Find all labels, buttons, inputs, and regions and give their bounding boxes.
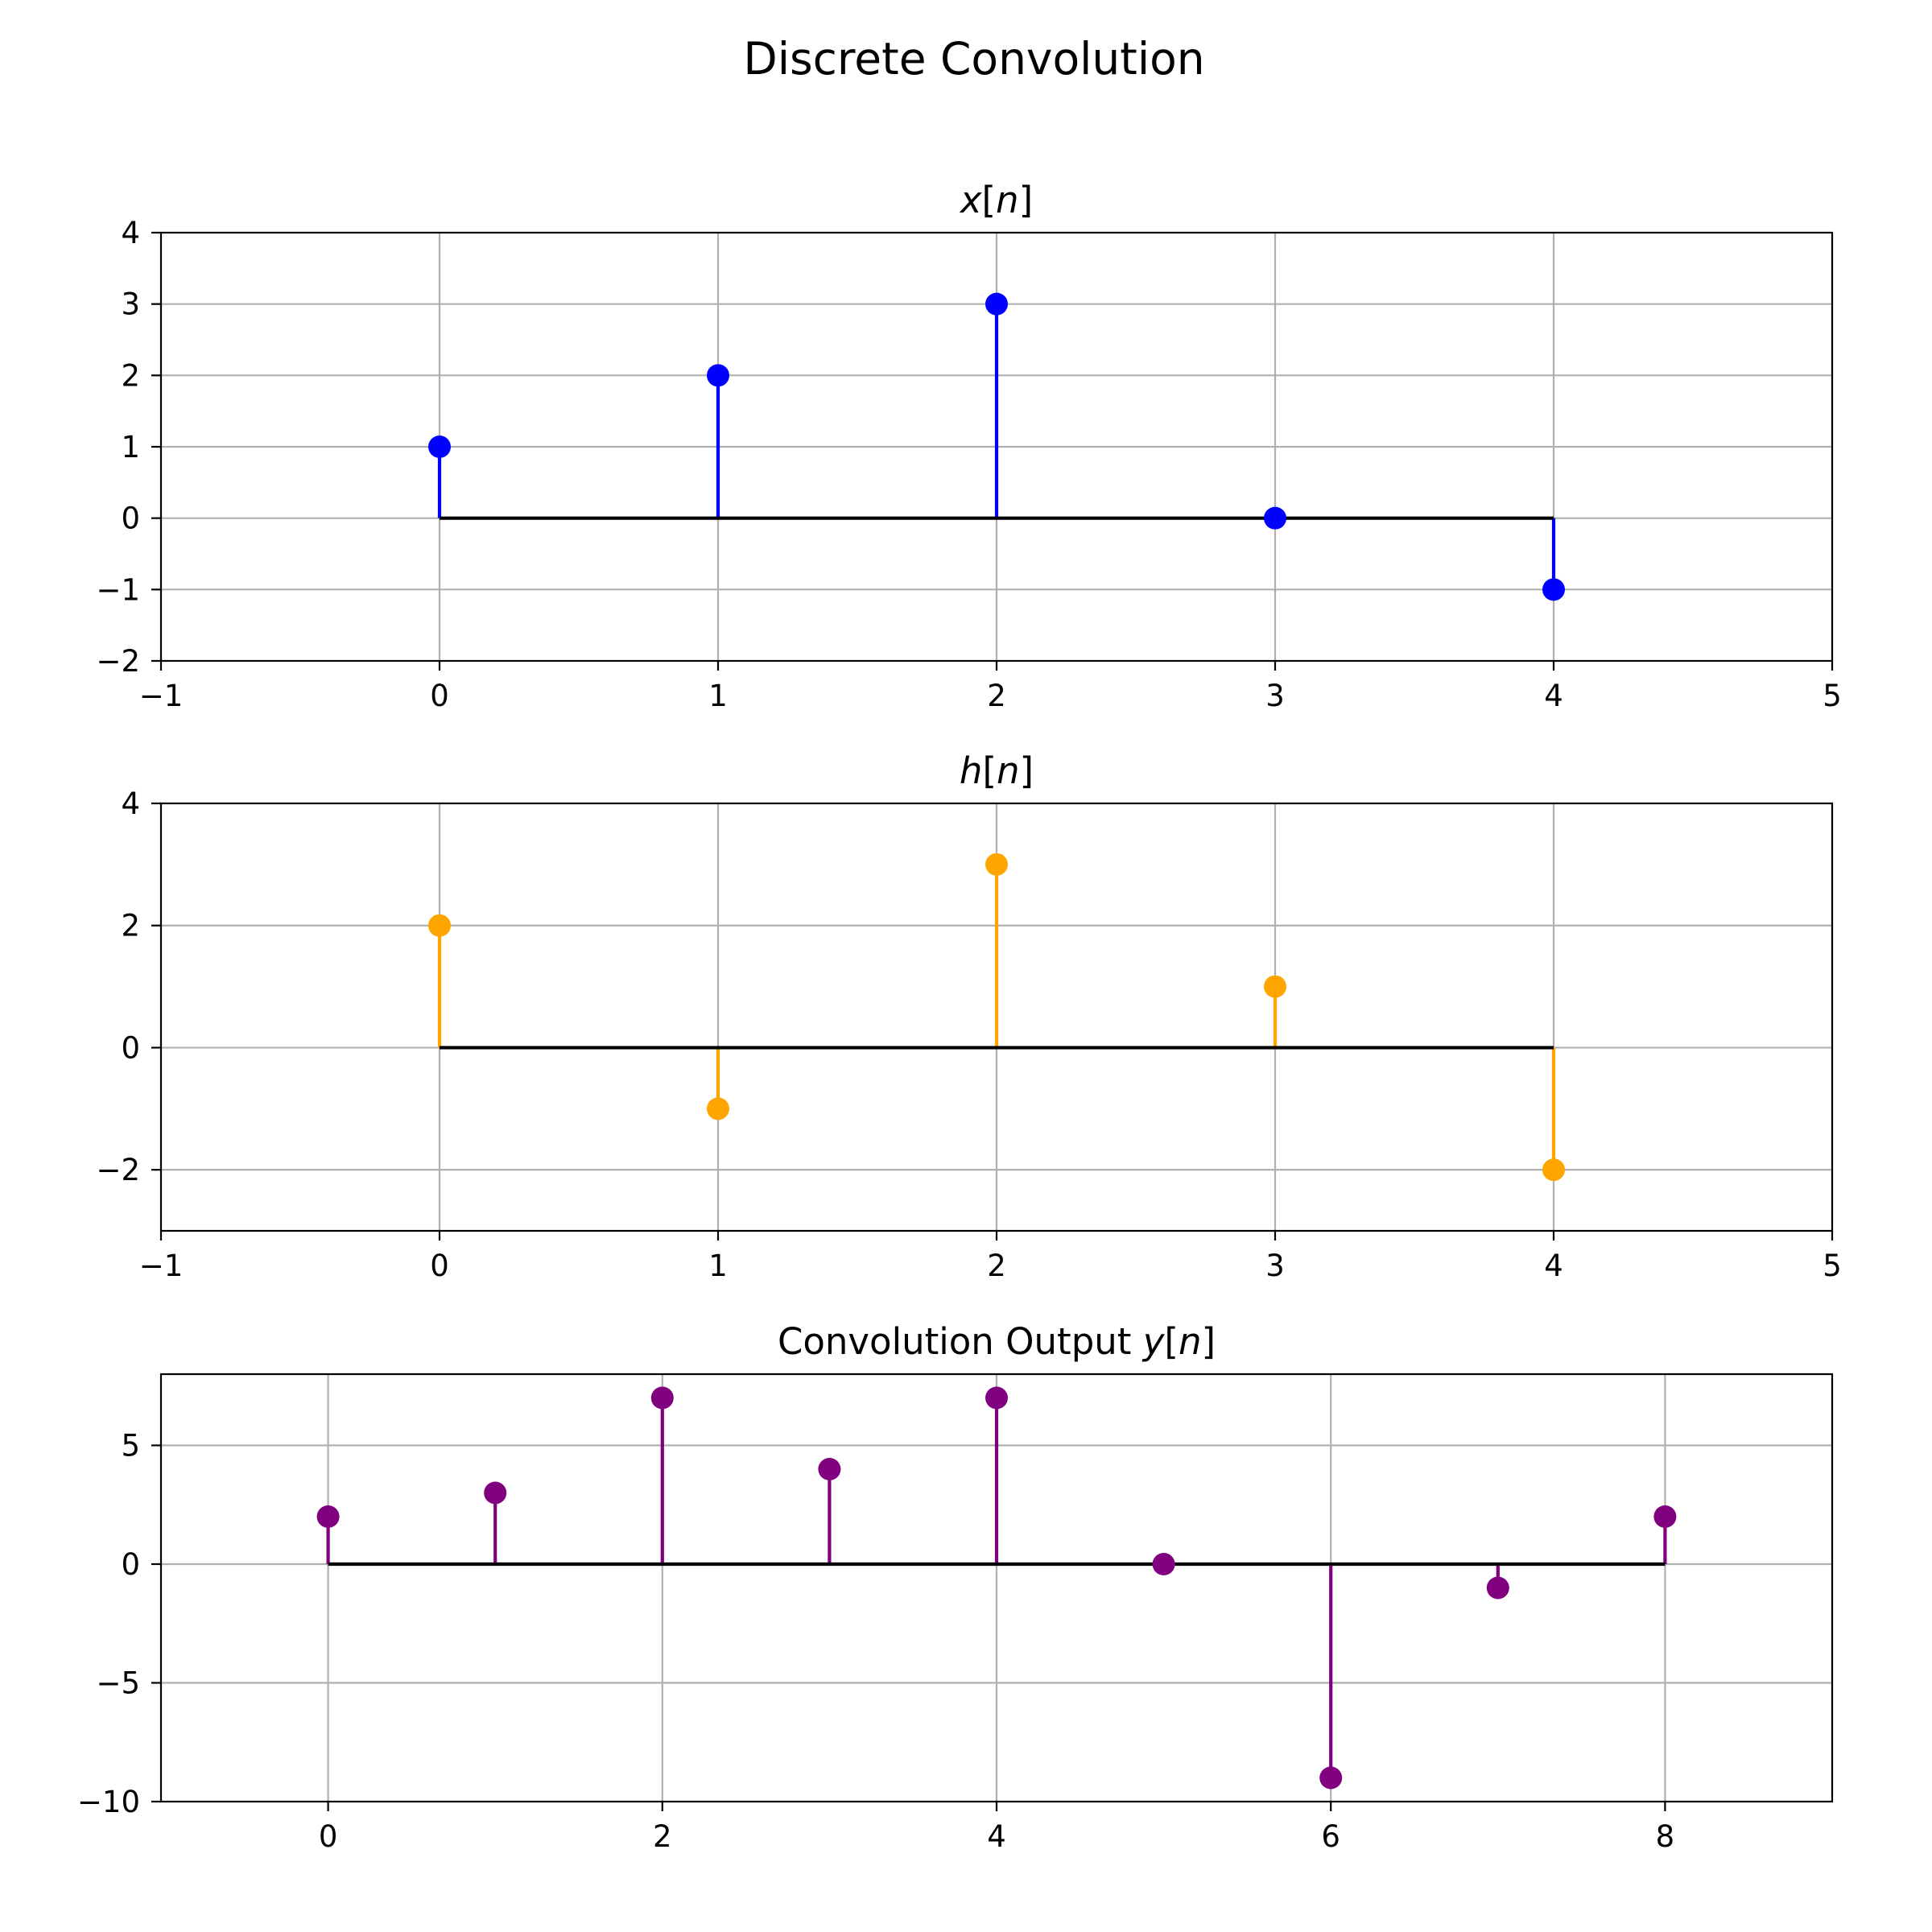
y-tick-label: 4	[121, 786, 140, 821]
y-tick-label: 2	[121, 358, 140, 393]
x-tick-label: 1	[708, 679, 728, 713]
x-tick-label: −1	[139, 1249, 184, 1283]
x-tick-label: 3	[1265, 679, 1285, 713]
x-tick-label: 2	[653, 1819, 672, 1854]
subplot-title: h[n]	[960, 749, 1034, 792]
x-tick-label: 3	[1265, 1249, 1285, 1283]
y-tick-label: −2	[96, 1153, 140, 1187]
stem-marker	[1486, 1576, 1509, 1600]
stem-marker	[484, 1481, 507, 1505]
stem-marker	[1653, 1505, 1677, 1528]
stem-marker	[1319, 1766, 1343, 1790]
y-axis: −2 −1 0 1 2 3 4	[96, 216, 161, 679]
subplot-3: 0 2 4 6 8 −10 −5 0 5 Convolution Output y[n]	[77, 1320, 1834, 1854]
x-tick-label: 1	[708, 1249, 728, 1283]
stem-markers	[428, 292, 1565, 601]
subplot-title: x[n]	[959, 179, 1033, 221]
stem-marker	[818, 1458, 841, 1480]
stem-marker	[650, 1386, 674, 1410]
x-tick-label: 4	[1544, 1249, 1563, 1283]
stem-marker	[428, 436, 451, 458]
stem-lines	[326, 1397, 1667, 1778]
stem-marker	[1542, 1158, 1565, 1182]
x-tick-label: 2	[987, 1249, 1006, 1283]
stem-marker	[1152, 1553, 1175, 1575]
x-tick-label: −1	[139, 679, 184, 713]
x-axis: −1 0 1 2 3 4 5	[139, 1231, 1842, 1283]
x-axis: −1 0 1 2 3 4 5	[139, 661, 1842, 713]
x-tick-label: 0	[430, 1249, 449, 1283]
stem-marker	[1264, 506, 1286, 530]
stem-marker	[985, 292, 1008, 316]
y-tick-label: 5	[121, 1429, 140, 1463]
y-axis: −2 0 2 4	[96, 786, 161, 1187]
y-tick-label: 1	[121, 430, 140, 464]
y-tick-label: 4	[121, 216, 140, 250]
figure-title: Discrete Convolution	[743, 33, 1204, 85]
y-tick-label: 3	[121, 287, 140, 322]
stem-marker	[707, 364, 729, 387]
stem-marker	[1542, 578, 1565, 601]
stem-marker	[1264, 975, 1286, 998]
y-tick-label: 0	[121, 1547, 140, 1582]
stem-marker	[985, 1386, 1008, 1410]
subplot-2: −1 0 1 2 3 4 5 −2 0 2 4 h[n]	[96, 749, 1841, 1283]
x-tick-label: 0	[319, 1819, 338, 1854]
y-tick-label: −10	[77, 1785, 140, 1819]
y-tick-label: −1	[96, 572, 140, 607]
y-tick-label: 0	[121, 1030, 140, 1065]
x-tick-label: 4	[987, 1819, 1006, 1854]
y-tick-label: 0	[121, 502, 140, 536]
stem-markers	[428, 852, 1565, 1182]
stem-marker	[707, 1097, 729, 1121]
x-tick-label: 0	[430, 679, 449, 713]
y-tick-label: 2	[121, 909, 140, 943]
stem-marker	[316, 1505, 340, 1528]
stem-marker	[428, 914, 451, 937]
stem-marker	[985, 852, 1008, 876]
x-axis: 0 2 4 6 8	[319, 1802, 1674, 1854]
y-tick-label: −2	[96, 644, 140, 679]
x-tick-label: 8	[1656, 1819, 1675, 1854]
x-tick-label: 5	[1823, 679, 1842, 713]
x-tick-label: 5	[1823, 1249, 1842, 1283]
y-axis: −10 −5 0 5	[77, 1429, 161, 1819]
x-tick-label: 2	[987, 679, 1006, 713]
stem-lines	[437, 303, 1556, 590]
stem-markers	[316, 1386, 1677, 1790]
y-tick-label: −5	[96, 1666, 140, 1701]
x-tick-label: 6	[1321, 1819, 1340, 1854]
subplot-title: Convolution Output y[n]	[778, 1320, 1216, 1363]
x-tick-label: 4	[1544, 679, 1563, 713]
